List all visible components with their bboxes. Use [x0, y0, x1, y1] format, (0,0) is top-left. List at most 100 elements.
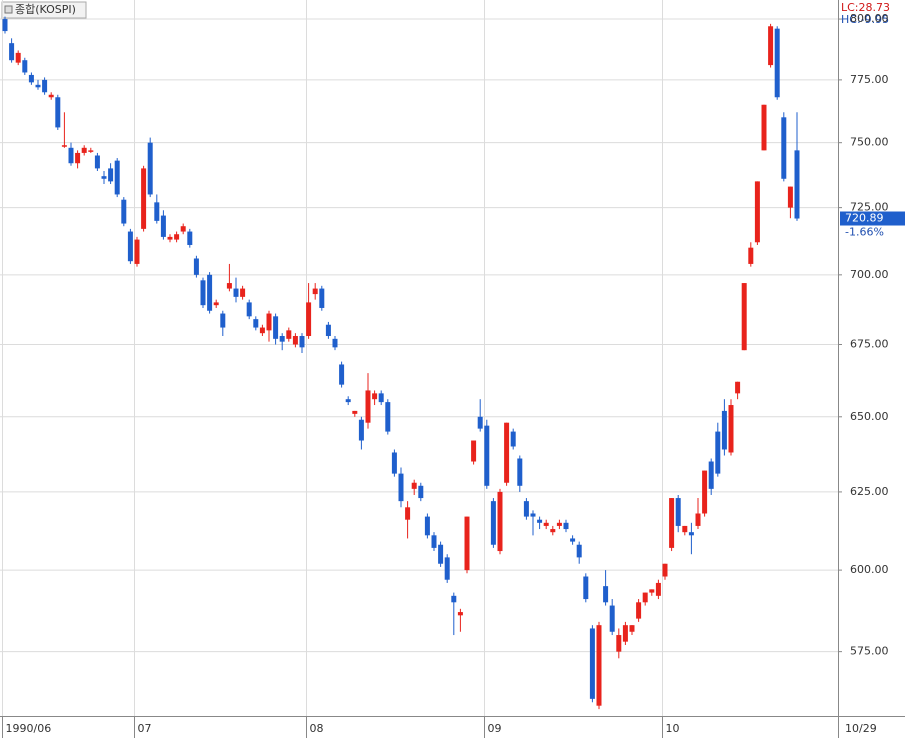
- candle-body: [794, 150, 800, 219]
- candle-body: [306, 302, 312, 337]
- candle-body: [424, 516, 430, 536]
- candle-body: [378, 393, 384, 403]
- candle-body: [603, 586, 609, 603]
- candle-body: [754, 181, 760, 243]
- candle-body: [68, 147, 74, 164]
- candle-body: [75, 152, 81, 164]
- candle-body: [213, 302, 219, 306]
- candle-body: [325, 324, 331, 337]
- candle-body: [332, 338, 338, 348]
- candle-body: [88, 150, 94, 152]
- candle-body: [464, 516, 470, 571]
- last-change-label: -1.66%: [845, 226, 884, 239]
- candle-body: [246, 302, 252, 317]
- candle-body: [642, 592, 648, 603]
- last-value-label: 720.89: [845, 212, 884, 225]
- candle-body: [279, 336, 285, 342]
- candle-body: [411, 482, 417, 489]
- candle-body: [266, 313, 272, 331]
- candle-body: [9, 43, 15, 61]
- candle-body: [490, 501, 496, 545]
- candle-body: [94, 155, 100, 169]
- candle-body: [299, 336, 305, 348]
- y-tick-label: 600.00: [850, 563, 889, 576]
- candle-body: [550, 529, 556, 533]
- candle-body: [563, 522, 569, 530]
- candle-body: [649, 589, 655, 593]
- candle-body: [385, 402, 391, 432]
- candle-body: [345, 399, 351, 403]
- candle-body: [147, 142, 153, 195]
- candle-body: [81, 147, 87, 153]
- candle-body: [583, 576, 589, 600]
- x-tick-label: 07: [138, 722, 152, 735]
- candle-body: [497, 491, 503, 552]
- candle-body: [365, 390, 371, 423]
- candle-body: [682, 525, 688, 533]
- y-tick-label: 650.00: [850, 410, 889, 423]
- candle-body: [114, 160, 120, 195]
- candle-body: [510, 431, 516, 447]
- candle-body: [48, 94, 54, 98]
- candle-body: [504, 422, 510, 483]
- candle-body: [127, 231, 133, 262]
- x-tick-label: 09: [488, 722, 502, 735]
- candle-body: [629, 625, 635, 632]
- candle-body: [101, 176, 107, 179]
- candle-body: [292, 336, 298, 345]
- candle-body: [418, 485, 424, 499]
- candle-body: [61, 145, 67, 147]
- candle-body: [715, 431, 721, 474]
- candle-body: [576, 544, 582, 558]
- candle-body: [2, 19, 8, 32]
- candle-body: [537, 519, 543, 523]
- y-tick-label: 750.00: [850, 136, 889, 149]
- candle-body: [108, 168, 114, 182]
- candle-body: [220, 313, 226, 328]
- candle-body: [616, 635, 622, 652]
- candle-body: [609, 605, 615, 632]
- candle-body: [761, 104, 767, 151]
- y-tick-label: 700.00: [850, 268, 889, 281]
- candle-body: [431, 535, 437, 548]
- candle-body: [187, 231, 193, 245]
- candle-body: [193, 258, 199, 275]
- candle-body: [438, 544, 444, 564]
- candle-body: [319, 288, 325, 308]
- candle-body: [444, 557, 450, 580]
- candle-body: [358, 419, 364, 441]
- candle-body: [226, 283, 232, 289]
- x-tick-label: 08: [310, 722, 324, 735]
- y-tick-label: 725.00: [850, 201, 889, 214]
- hc-label: HC:-9.95: [841, 13, 889, 26]
- chart-title: 종합(KOSPI): [15, 3, 76, 16]
- candle-body: [405, 507, 411, 520]
- title-icon: [4, 5, 13, 14]
- candle-body: [55, 97, 61, 128]
- candle-body: [339, 364, 345, 385]
- candle-body: [543, 522, 549, 526]
- candle-body: [735, 381, 741, 394]
- candle-body: [702, 470, 708, 514]
- candle-body: [721, 410, 727, 450]
- candle-body: [596, 625, 602, 706]
- candle-body: [372, 393, 378, 400]
- candle-body: [273, 316, 279, 339]
- candle-body: [398, 473, 404, 502]
- candle-body: [781, 117, 787, 179]
- candle-body: [167, 236, 173, 240]
- candle-body: [180, 226, 186, 232]
- candle-body: [523, 501, 529, 517]
- candle-body: [451, 595, 457, 603]
- candle-body: [200, 280, 206, 306]
- candle-body: [457, 612, 463, 616]
- candle-body: [570, 538, 576, 542]
- candle-body: [42, 79, 48, 93]
- candle-body: [662, 563, 668, 577]
- x-tick-label: 1990/06: [6, 722, 52, 735]
- candle-body: [741, 283, 747, 351]
- candle-body: [134, 239, 140, 264]
- y-tick-label: 775.00: [850, 73, 889, 86]
- candle-body: [240, 288, 246, 297]
